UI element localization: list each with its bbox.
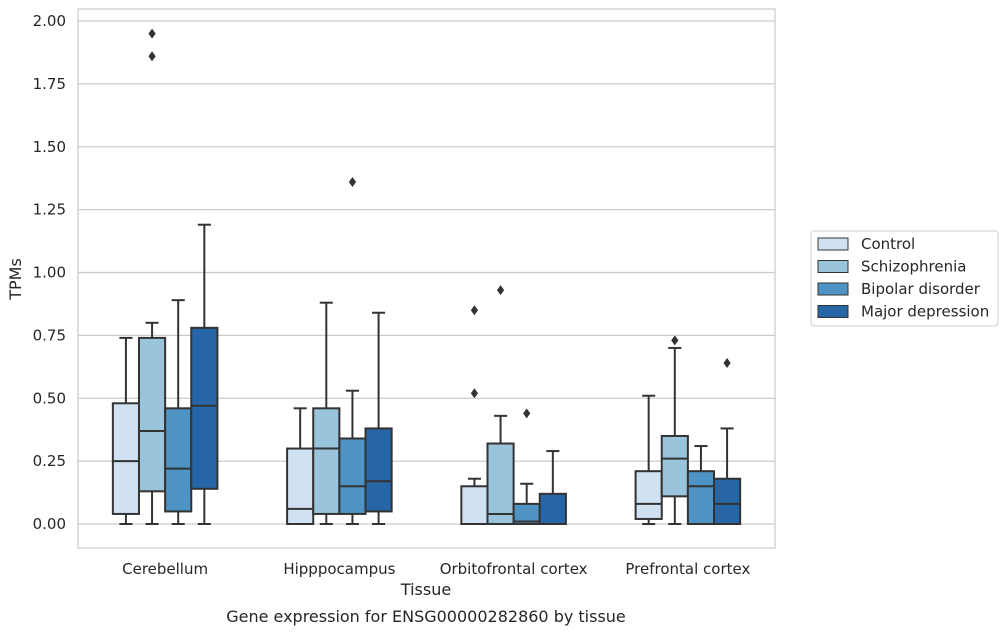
legend-label: Schizophrenia: [861, 258, 966, 276]
box-iqr: [338, 437, 367, 515]
y-tick-label: 2.00: [33, 12, 66, 30]
box-schizophrenia: [486, 285, 515, 525]
legend-swatch: [817, 282, 849, 296]
box-iqr: [111, 402, 140, 515]
y-tick-label: 1.25: [33, 201, 66, 219]
box-iqr: [312, 407, 341, 515]
box-control: [460, 305, 489, 525]
y-tick-label: 0.25: [33, 452, 66, 470]
box-iqr: [713, 477, 742, 526]
x-tick-label: Cerebellum: [122, 560, 208, 578]
x-tick-labels: Cerebellum Hipppocampus Orbitofrontal cort…: [122, 560, 750, 578]
legend-label: Bipolar disorder: [861, 280, 981, 298]
outlier-point: [671, 335, 679, 346]
box-iqr: [190, 326, 219, 490]
box-iqr: [660, 434, 689, 498]
plot-frame: [77, 8, 776, 549]
box-schizophrenia: [137, 28, 167, 525]
box-iqr: [164, 407, 193, 513]
y-tick-label: 1.00: [33, 264, 66, 282]
y-tick-labels: 0.00 0.25 0.50 0.75 1.00 1.25 1.50 1.75 2.00: [33, 12, 66, 533]
box-bipolar-disorder: [512, 408, 541, 526]
outlier-point: [470, 305, 479, 316]
box-control: [111, 336, 140, 525]
y-tick-label: 0.00: [33, 515, 66, 533]
outlier-point: [148, 28, 156, 39]
outlier-point: [470, 388, 479, 399]
outlier-point: [348, 176, 357, 187]
box-iqr: [538, 492, 567, 526]
y-tick-label: 1.75: [33, 75, 66, 93]
legend-label: Major depression: [861, 303, 989, 321]
chart-caption: Gene expression for ENSG00000282860 by t…: [226, 607, 626, 626]
box-major-depression: [713, 358, 742, 526]
box-bipolar-disorder: [164, 299, 193, 525]
x-tick-label: Hipppocampus: [283, 560, 395, 578]
box-iqr: [686, 470, 716, 525]
box-iqr: [286, 447, 315, 525]
x-axis-title: Tissue: [400, 580, 451, 599]
box-major-depression: [364, 311, 393, 525]
box-iqr: [486, 442, 515, 525]
box-schizophrenia: [660, 335, 689, 525]
box-control: [634, 394, 663, 525]
box-bipolar-disorder: [686, 445, 716, 525]
box-iqr: [364, 427, 393, 513]
outlier-point: [523, 408, 531, 419]
x-tick-label: Prefrontal cortex: [625, 560, 750, 578]
box-iqr: [137, 336, 167, 493]
box-series: [111, 28, 742, 526]
outlier-point: [496, 285, 505, 296]
legend-swatch: [817, 237, 849, 251]
outlier-point: [148, 51, 156, 62]
x-tick-label: Orbitofrontal cortex: [440, 560, 588, 578]
outlier-point: [723, 358, 731, 369]
y-tick-label: 0.75: [33, 326, 66, 344]
legend-label: Control: [861, 235, 915, 253]
legend-swatch: [817, 260, 849, 273]
box-schizophrenia: [312, 301, 341, 525]
y-axis-title: TPMs: [6, 258, 25, 301]
legend-frame: [810, 230, 999, 327]
y-tick-label: 1.50: [33, 138, 66, 156]
legend-swatch: [817, 305, 849, 318]
box-control: [286, 407, 315, 525]
box-major-depression: [538, 450, 567, 526]
box-bipolar-disorder: [338, 176, 367, 525]
legend: Control Schizophrenia Bipolar disorder Majo…: [810, 230, 999, 327]
box-iqr: [460, 485, 489, 525]
box-iqr: [634, 470, 663, 520]
y-tick-label: 0.50: [33, 389, 66, 407]
box-major-depression: [190, 223, 219, 525]
